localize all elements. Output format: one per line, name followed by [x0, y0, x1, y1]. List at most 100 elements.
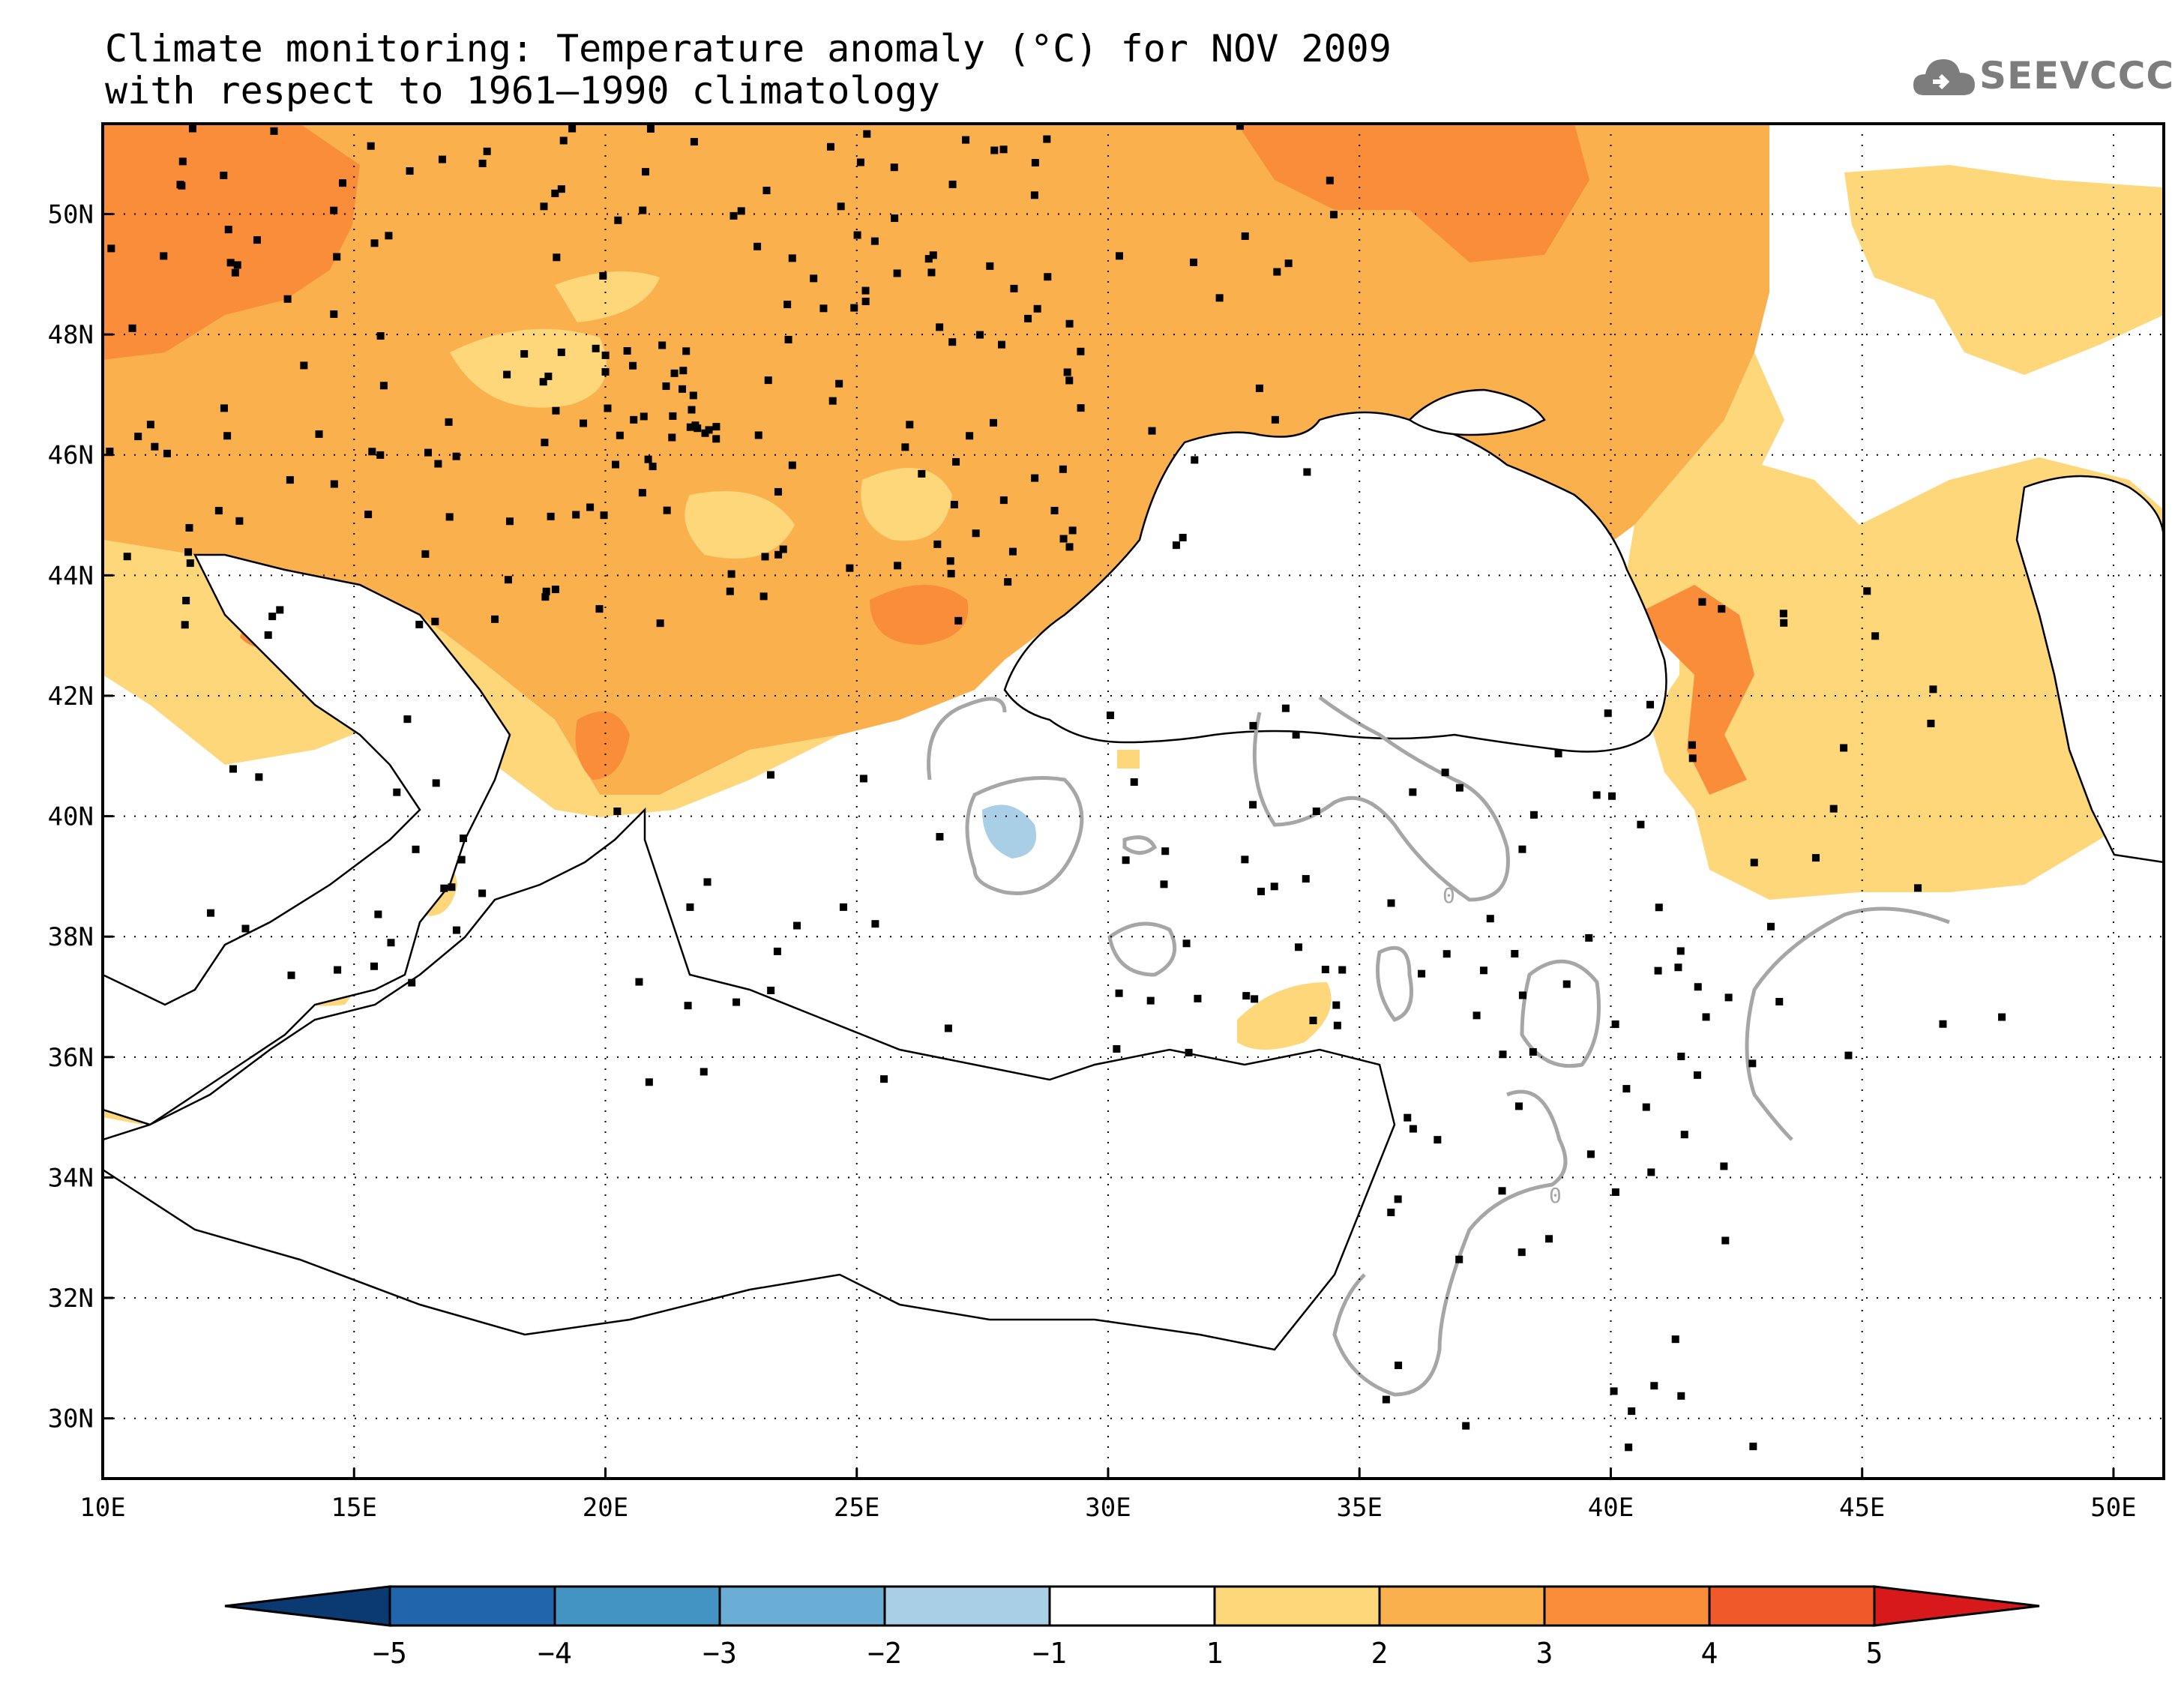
station-marker — [1273, 268, 1281, 276]
station-marker — [810, 274, 818, 283]
station-marker — [686, 423, 694, 431]
station-marker — [774, 550, 783, 559]
station-marker — [452, 926, 460, 934]
station-marker — [1486, 915, 1494, 923]
station-marker — [871, 920, 879, 928]
station-marker — [629, 361, 637, 370]
station-marker — [1065, 543, 1074, 551]
station-marker — [1677, 1052, 1685, 1060]
station-marker — [376, 451, 385, 459]
station-marker — [894, 562, 902, 570]
station-marker — [1106, 712, 1114, 720]
station-marker — [163, 449, 171, 457]
station-marker — [541, 439, 549, 447]
x-tick-label: 25E — [834, 1493, 879, 1523]
station-marker — [1065, 376, 1074, 385]
y-tick-label: 36N — [48, 1043, 94, 1073]
station-marker — [557, 348, 565, 356]
anomaly-region-3to4-georgia — [1634, 585, 1754, 795]
station-marker — [668, 433, 676, 442]
station-marker — [891, 214, 899, 223]
station-marker — [364, 511, 373, 519]
station-marker — [1642, 1103, 1650, 1111]
station-marker — [1775, 997, 1784, 1005]
station-marker — [1677, 1392, 1685, 1400]
station-marker — [774, 487, 782, 496]
station-marker — [403, 715, 412, 724]
station-marker — [646, 124, 655, 133]
station-marker — [918, 469, 926, 478]
station-marker — [1241, 232, 1249, 240]
station-marker — [1033, 304, 1041, 313]
contour-label: 0 — [1549, 1183, 1562, 1208]
station-marker — [542, 587, 550, 595]
zero-contour — [1745, 906, 1950, 1141]
station-marker — [226, 259, 235, 267]
station-marker — [1302, 875, 1310, 883]
station-marker — [287, 971, 295, 979]
station-marker — [1295, 943, 1303, 951]
colorbar-label: −5 — [373, 1637, 407, 1670]
station-marker — [431, 617, 439, 625]
station-marker — [408, 978, 416, 987]
station-marker — [1030, 191, 1038, 199]
colorbar-label: −2 — [867, 1637, 902, 1670]
station-marker — [184, 548, 193, 556]
station-marker — [1333, 1021, 1341, 1029]
station-marker — [1749, 1443, 1757, 1451]
station-marker — [1404, 1113, 1412, 1122]
station-marker — [727, 570, 735, 578]
zero-contour — [927, 697, 1007, 781]
station-marker — [393, 788, 401, 796]
station-marker — [779, 545, 787, 553]
station-marker — [188, 124, 196, 133]
zero-contour — [1107, 921, 1177, 977]
station-marker — [568, 124, 577, 133]
station-marker — [1750, 858, 1758, 867]
station-marker — [1724, 993, 1733, 1002]
station-marker — [123, 553, 131, 561]
anomaly-region-3to4-albania — [575, 711, 630, 780]
station-marker — [703, 878, 712, 886]
station-marker — [339, 179, 347, 187]
colorbar-segment — [553, 1585, 721, 1627]
station-marker — [1518, 845, 1526, 853]
station-marker — [1338, 966, 1347, 974]
station-marker — [1443, 950, 1451, 958]
station-marker — [893, 269, 901, 277]
station-marker — [1303, 468, 1311, 476]
station-marker — [1050, 506, 1059, 514]
station-marker — [445, 513, 454, 521]
station-marker — [972, 529, 980, 538]
station-marker — [1077, 404, 1085, 412]
station-marker — [952, 457, 960, 466]
station-marker — [1063, 368, 1071, 376]
station-marker — [379, 382, 388, 390]
colorbar-segment — [1048, 1585, 1216, 1627]
station-marker — [1693, 1071, 1701, 1079]
station-marker — [837, 202, 845, 211]
colorbar-label: −3 — [703, 1637, 737, 1670]
station-marker — [1514, 1102, 1523, 1110]
station-marker — [457, 855, 466, 864]
station-marker — [1043, 135, 1051, 143]
station-marker — [478, 159, 487, 167]
station-marker — [658, 341, 667, 349]
station-marker — [1059, 535, 1068, 543]
station-marker — [853, 231, 861, 239]
colorbar-segment — [718, 1585, 886, 1627]
station-marker — [1628, 1407, 1636, 1416]
station-marker — [679, 385, 687, 393]
station-marker — [682, 347, 691, 355]
station-marker — [1068, 526, 1077, 535]
station-marker — [1182, 939, 1191, 948]
station-marker — [368, 448, 376, 456]
colorbar-segment — [1708, 1585, 1876, 1627]
anomaly-region-3to4-ukraine — [1237, 124, 1589, 262]
station-marker — [1637, 820, 1645, 829]
station-marker — [950, 501, 958, 509]
station-marker — [1077, 347, 1085, 355]
station-marker — [223, 432, 232, 440]
station-marker — [315, 430, 323, 438]
station-marker — [1330, 211, 1338, 219]
